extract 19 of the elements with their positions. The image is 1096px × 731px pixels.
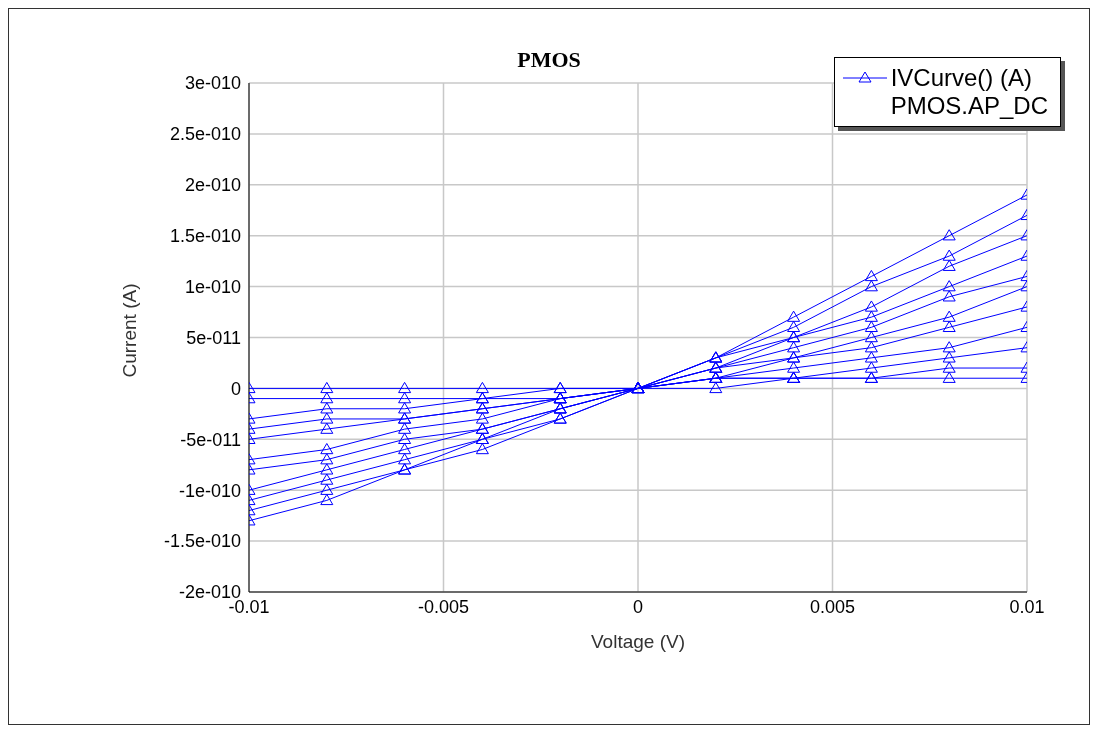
y-tick-label: 1.5e-010	[169, 226, 241, 247]
x-tick-label: -0.005	[417, 596, 470, 617]
y-tick-label: 0	[230, 378, 241, 399]
chart-title: PMOS	[517, 47, 581, 72]
y-tick-label: -1e-010	[178, 480, 241, 501]
y-tick-label: 5e-011	[186, 327, 241, 348]
y-axis-title: Current (A)	[118, 283, 140, 378]
x-tick-label: 0.01	[1009, 596, 1045, 617]
x-tick-label: 0.005	[809, 596, 856, 617]
y-tick-label: -1.5e-010	[163, 531, 241, 552]
y-tick-label: -5e-011	[180, 429, 241, 450]
y-tick-label: 2e-010	[184, 175, 241, 196]
y-tick-label: 1e-010	[184, 276, 241, 297]
legend-label: IVCurve() (A)	[890, 64, 1032, 92]
annotation: PMOS.AP_DC	[889, 92, 1048, 120]
x-axis-title: Voltage (V)	[591, 631, 685, 652]
y-tick-label: 2.5e-010	[169, 124, 241, 145]
x-tick-label: 0	[632, 596, 644, 617]
y-tick-label: 3e-010	[184, 73, 241, 94]
